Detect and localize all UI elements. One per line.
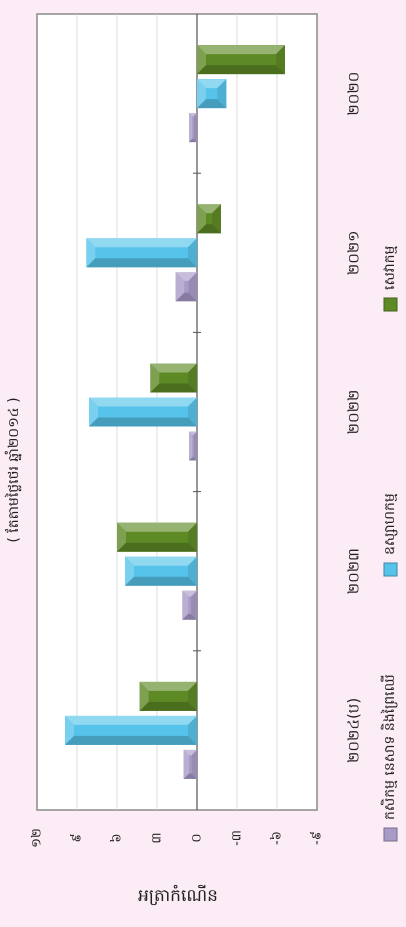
bar [197, 204, 221, 234]
bar-layer [65, 45, 285, 779]
y-axis-label: អត្រាកំណើន [138, 884, 218, 906]
category-label: ២០២៣ [345, 548, 363, 594]
legend-swatch [383, 562, 398, 577]
legend-label: កសិកម្ម នេសាទ និងព្រៃឈើ [380, 674, 398, 820]
bar [189, 431, 197, 461]
category-label: ២០២២ [345, 390, 363, 435]
bar [86, 238, 197, 268]
legend-item: ឧស្សាហកម្ម [382, 493, 398, 577]
plot-area [36, 13, 318, 811]
legend-item: សេវាកម្ម [382, 245, 398, 312]
bar [139, 681, 197, 711]
value-tick-label: ០ [190, 833, 205, 842]
chart-title: ( តែតាមថ្លៃថេរ ឆ្នាំ២០១៤ ) [4, 397, 22, 542]
category-label: ២០២៤(ប) [345, 698, 363, 763]
bar [182, 590, 197, 620]
value-tick-label: -៦ [270, 831, 285, 845]
bar [183, 749, 197, 779]
bar [150, 363, 197, 393]
legend-label: សេវាកម្ម [382, 245, 398, 290]
value-tick-label: ៦ [110, 833, 125, 842]
legend-swatch [383, 297, 398, 312]
bar [197, 45, 285, 75]
bar [189, 113, 197, 143]
bar [125, 556, 197, 586]
category-label: ២០២១ [345, 230, 363, 275]
axis-tick-labels: ១២ ៩ ៦ ៣ ០ -៣ -៦ -៩ [30, 828, 325, 848]
value-tick-label: ១២ [30, 828, 45, 848]
bar [65, 715, 197, 745]
bar [117, 522, 197, 552]
legend: កសិកម្ម នេសាទ និងព្រៃឈើ ឧស្សាហកម្ម សេវាកម្… [380, 245, 398, 842]
value-tick-label: ៩ [70, 833, 85, 842]
bar [175, 272, 197, 302]
category-label: ២០២០ [345, 72, 363, 116]
value-tick-label: ៣ [150, 832, 165, 843]
bar [89, 397, 197, 427]
value-tick-label: -៣ [230, 830, 245, 846]
bar [197, 79, 227, 109]
legend-item: កសិកម្ម នេសាទ និងព្រៃឈើ [380, 674, 398, 842]
value-tick-label: -៩ [310, 831, 325, 845]
legend-label: ឧស្សាហកម្ម [382, 493, 398, 555]
legend-swatch [383, 827, 398, 842]
